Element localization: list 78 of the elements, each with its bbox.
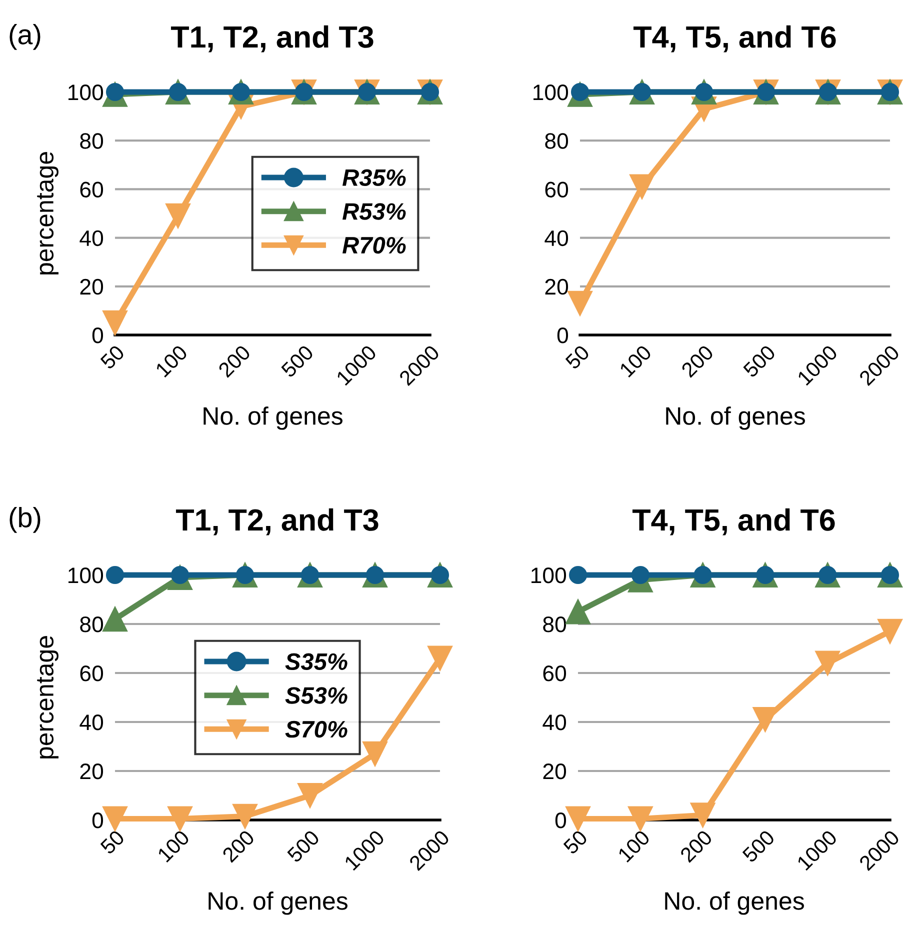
point	[566, 806, 590, 832]
x-tick-label: 500	[280, 344, 314, 378]
y-tick-label: 60	[80, 666, 104, 682]
x-tick-label: 500	[286, 829, 320, 864]
y-tick-label: 100	[532, 568, 566, 584]
x-tick-label: 100	[156, 829, 190, 863]
legend-label: S70%	[285, 720, 348, 738]
y-tick-label: 100	[68, 84, 104, 100]
x-tick-label: 500	[742, 829, 776, 864]
y-axis-title: percentage	[37, 636, 58, 758]
y-tick-label: 40	[544, 230, 568, 246]
chart-title: T4, T5, and T6	[633, 25, 836, 52]
point	[878, 618, 902, 644]
y-tick-label: 80	[80, 133, 104, 149]
point	[362, 741, 388, 766]
x-tick-label: 100	[617, 829, 651, 863]
legend-label: S53%	[285, 687, 348, 704]
point	[631, 566, 650, 584]
point	[628, 806, 653, 832]
y-tick-label: 20	[543, 764, 566, 780]
legend-label: R53%	[342, 203, 406, 220]
y-tick-label: 60	[80, 182, 104, 198]
x-axis-title: No. of genes	[204, 406, 342, 430]
text: (b)	[10, 507, 40, 533]
x-tick-label: 200	[222, 829, 256, 863]
point	[428, 646, 452, 671]
point	[568, 290, 592, 316]
point	[232, 804, 258, 829]
x-tick-label: 100	[618, 344, 652, 378]
point	[566, 599, 590, 624]
y-tick-label: 20	[545, 278, 568, 295]
point	[568, 566, 588, 584]
y-axis-title: percentage	[37, 152, 58, 274]
point	[690, 802, 716, 828]
y-tick-label: 0	[555, 812, 566, 828]
point	[102, 806, 128, 832]
point	[815, 650, 840, 676]
x-tick-label: 50	[562, 829, 588, 855]
y-tick-label: 80	[543, 616, 566, 632]
chart-title: T4, T5, and T6	[632, 508, 835, 536]
point	[106, 566, 124, 584]
y-tick-label: 60	[545, 182, 568, 198]
point	[166, 203, 190, 228]
x-tick-label: 50	[100, 829, 126, 855]
x-tick-label: 50	[564, 344, 590, 370]
y-tick-label: 40	[542, 714, 566, 730]
y-tick-label: 0	[92, 812, 104, 828]
x-axis-title: No. of genes	[208, 892, 348, 915]
chart-title: T1, T2, and T3	[170, 25, 374, 52]
y-tick-label: 40	[80, 714, 104, 730]
y-tick-label: 60	[543, 666, 566, 682]
y-tick-label: 80	[80, 616, 104, 632]
y-tick-label: 0	[92, 328, 104, 344]
x-tick-label: 200	[679, 829, 714, 863]
y-tick-label: 100	[534, 84, 568, 100]
point	[102, 606, 128, 632]
y-tick-label: 100	[68, 568, 104, 584]
x-tick-label: 200	[218, 344, 252, 378]
y-tick-label: 20	[80, 278, 104, 295]
x-tick-label: 100	[154, 344, 188, 378]
legend-label: R70%	[342, 236, 406, 254]
x-tick-label: 50	[100, 344, 126, 370]
point	[298, 783, 322, 808]
y-tick-label: 80	[545, 133, 568, 149]
x-axis-title: No. of genes	[665, 892, 804, 915]
y-tick-label: 20	[80, 764, 104, 780]
legend-label: R35%	[342, 169, 406, 186]
x-tick-label: 200	[680, 344, 714, 378]
chart-title: T1, T2, and T3	[176, 508, 378, 536]
y-tick-label: 0	[557, 328, 568, 344]
point	[168, 806, 192, 832]
y-tick-label: 40	[80, 230, 104, 246]
x-axis-title: No. of genes	[666, 406, 805, 430]
x-tick-label: 500	[742, 344, 776, 378]
legend-label: S35%	[285, 653, 348, 670]
text: (a)	[10, 24, 40, 50]
point	[102, 310, 128, 336]
point	[630, 174, 654, 200]
